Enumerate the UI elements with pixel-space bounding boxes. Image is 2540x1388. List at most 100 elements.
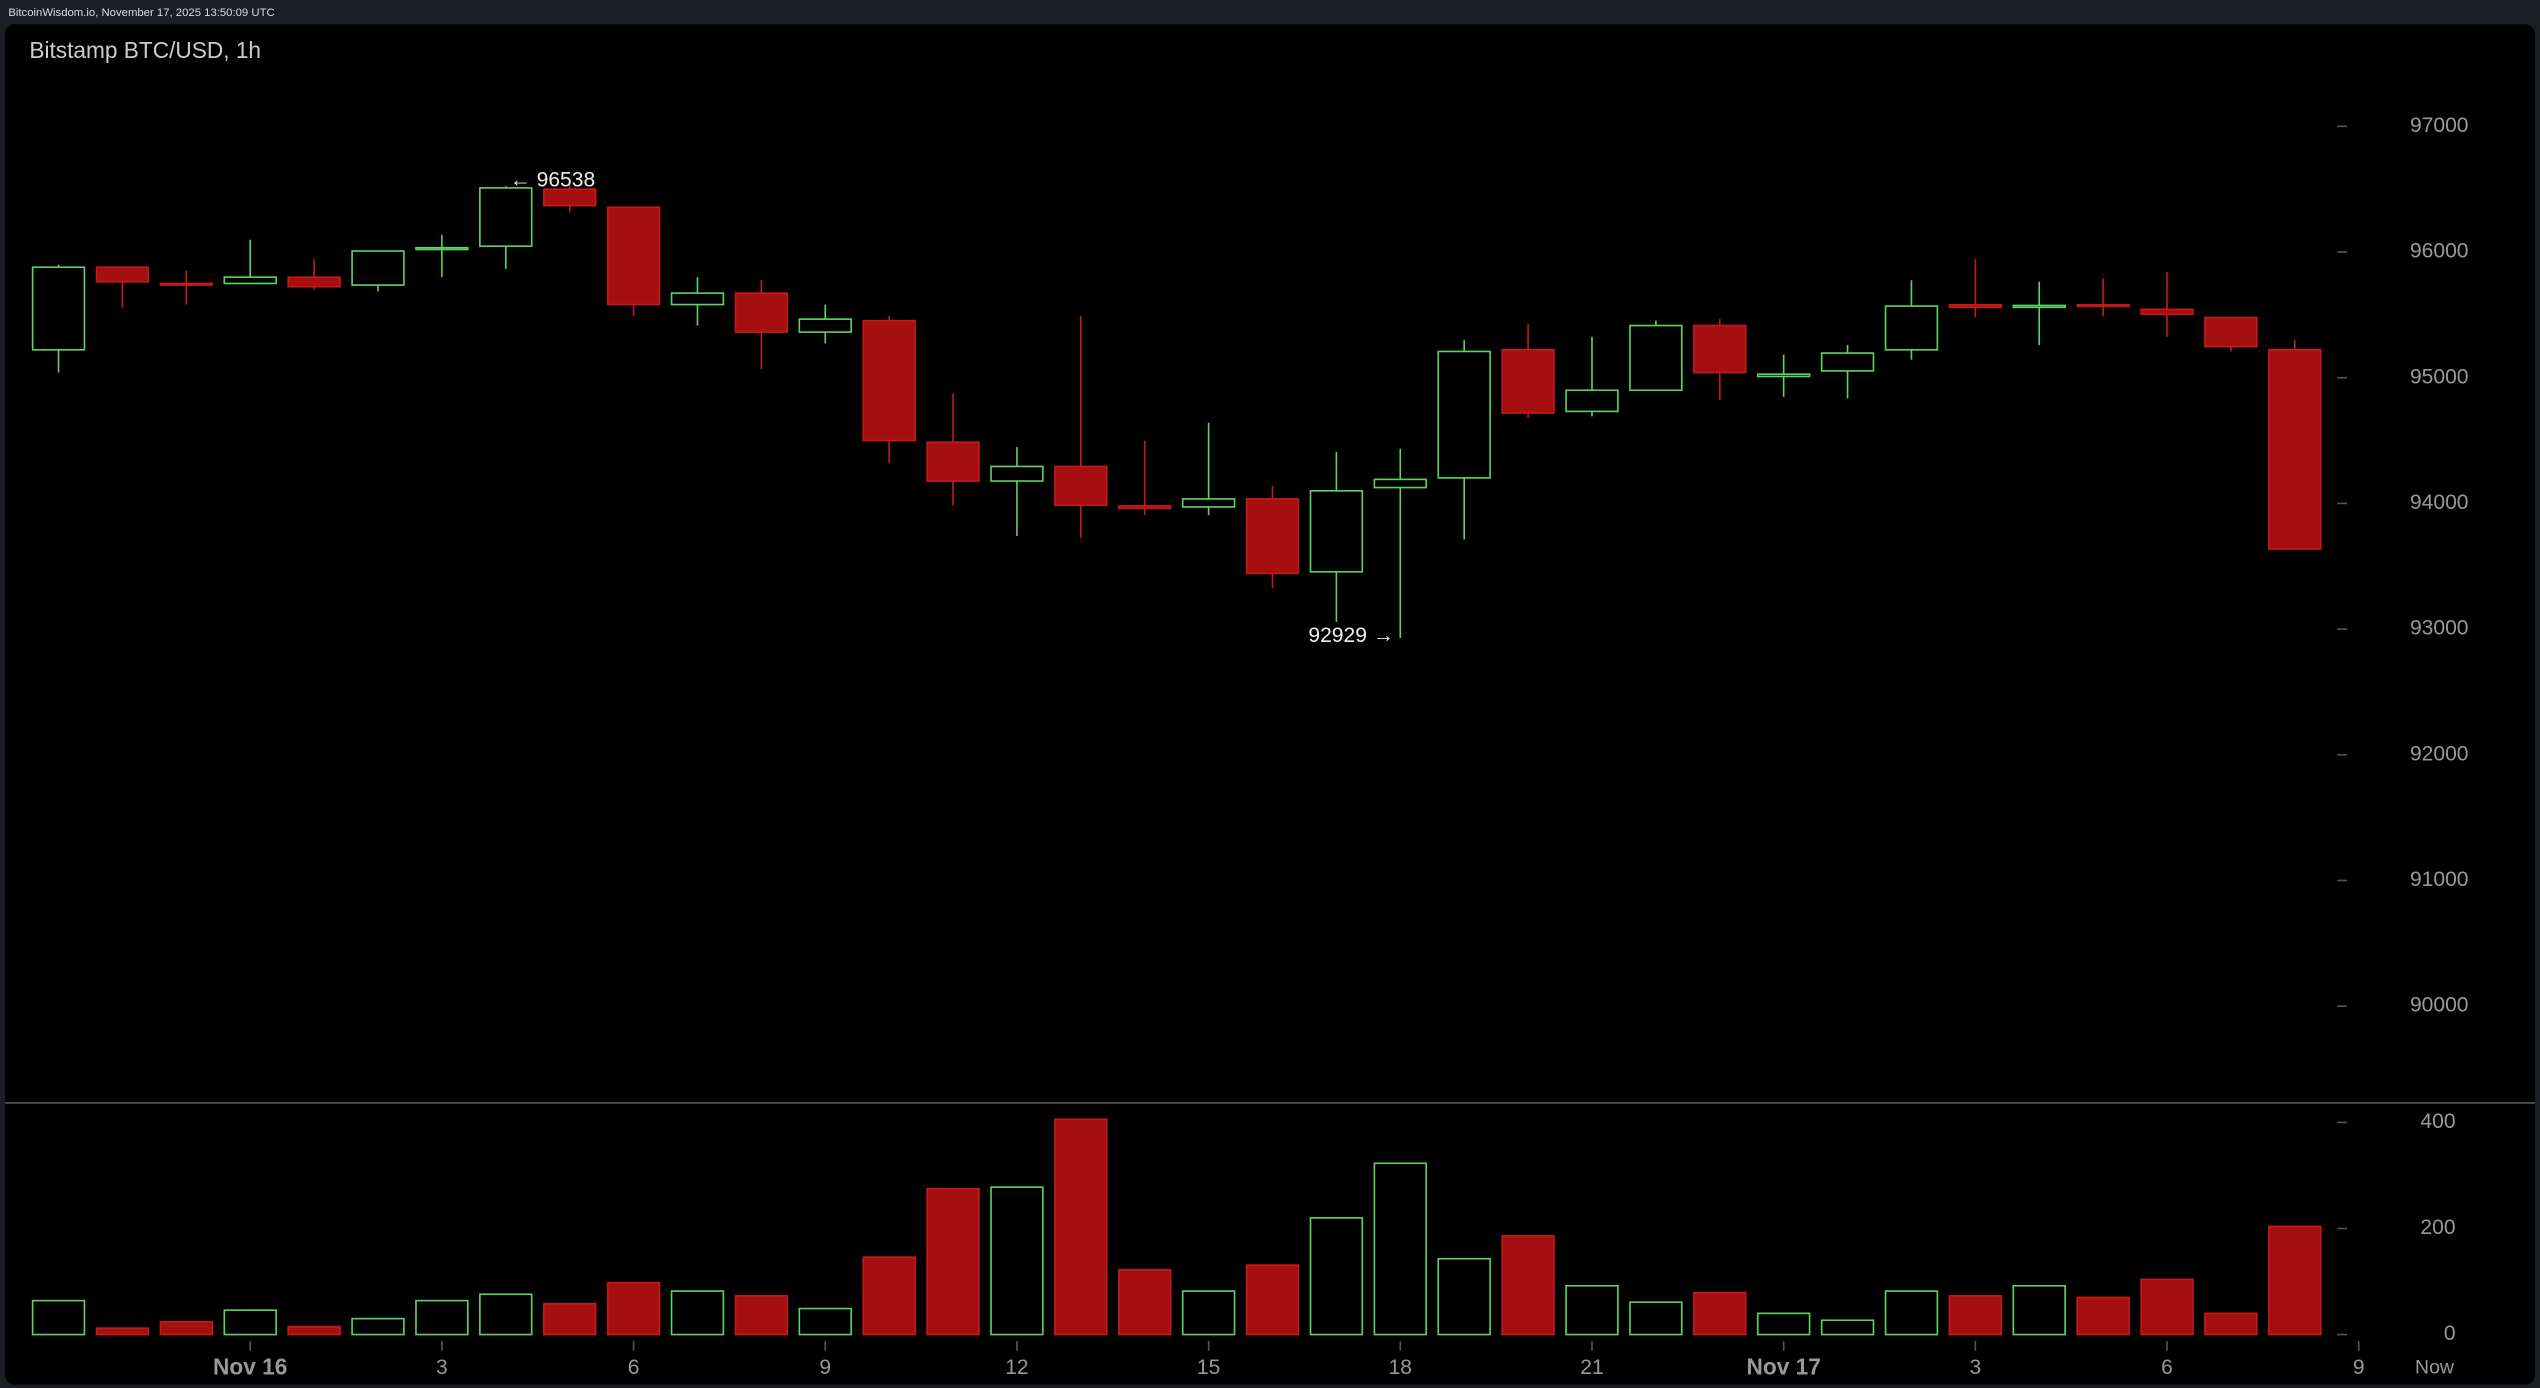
candle-body (1820, 352, 1875, 372)
candle-body (1629, 324, 1683, 392)
volume-bar (1565, 1284, 1619, 1336)
candle-body (287, 276, 341, 288)
y-tick-label: 91000 (2410, 868, 2469, 891)
y-tick-label: 95000 (2410, 365, 2469, 388)
volume-bar (1756, 1312, 1811, 1336)
y-tick-label: 94000 (2410, 491, 2469, 514)
y-tick-label: 96000 (2410, 240, 2469, 263)
candle-body (415, 246, 469, 251)
volume-bar (1629, 1301, 1683, 1336)
volume-bar (1884, 1290, 1939, 1336)
candle-body (990, 465, 1044, 482)
candle-body (1373, 478, 1428, 489)
candle-body (1309, 490, 1364, 573)
candle-body (2204, 316, 2258, 348)
candle-body (1884, 305, 1939, 351)
candle-body (862, 319, 916, 442)
volume-bar (95, 1327, 150, 1336)
candle-body (1437, 350, 1491, 479)
price-annotation: 92929 → (1308, 624, 1393, 647)
candle-body (2012, 304, 2066, 309)
volume-y-tick-label: 400 (2420, 1110, 2455, 1133)
x-tick-label: 3 (1969, 1356, 1981, 1379)
candle-body (1565, 389, 1619, 413)
volume-bar (670, 1290, 725, 1336)
volume-bar (415, 1299, 469, 1336)
volume-bar (2076, 1296, 2130, 1336)
candle-body (606, 206, 661, 306)
x-tick-label: 3 (436, 1356, 448, 1379)
volume-bar (926, 1187, 980, 1336)
volume-bar (606, 1281, 661, 1336)
candle-body (670, 292, 725, 306)
candle-body (1948, 304, 2003, 309)
volume-bar (1054, 1118, 1108, 1336)
x-tick-label: 18 (1389, 1356, 1412, 1379)
candle-body (159, 282, 214, 286)
volume-y-tick-label: 200 (2420, 1216, 2455, 1239)
price-annotation: ← 96538 (510, 169, 595, 192)
volume-bar (1181, 1290, 1236, 1336)
x-tick-label: Nov 16 (213, 1354, 287, 1380)
x-tick-label: 9 (2353, 1356, 2365, 1379)
candle-body (926, 441, 980, 482)
volume-bar (542, 1302, 597, 1336)
volume-bar (1437, 1257, 1491, 1336)
x-tick-label: 12 (1005, 1356, 1028, 1379)
candle-body (1118, 505, 1172, 510)
volume-bar (479, 1293, 533, 1336)
candle-body (1693, 324, 1747, 374)
candle-body (1501, 348, 1555, 414)
candle-body (2140, 308, 2194, 316)
volume-y-tick-label: 0 (2444, 1322, 2456, 1345)
candle-body (1181, 498, 1236, 508)
candle-body (798, 318, 852, 333)
volume-bar (351, 1317, 405, 1336)
volume-bar (287, 1325, 341, 1336)
volume-bar (1373, 1162, 1428, 1336)
candle-body (223, 276, 277, 285)
volume-bar (159, 1321, 214, 1336)
chart-panel (5, 24, 2535, 1385)
candle-body (479, 187, 533, 248)
volume-bar (223, 1309, 277, 1336)
volume-bar (2012, 1284, 2066, 1336)
volume-bar (1820, 1319, 1875, 1336)
x-tick-label: Now (2415, 1357, 2455, 1379)
candle-body (2076, 304, 2130, 308)
x-tick-label: 6 (2161, 1356, 2173, 1379)
volume-bar (862, 1256, 916, 1336)
chart-title: Bitstamp BTC/USD, 1h (29, 37, 261, 63)
candle-body (1756, 373, 1811, 378)
volume-bar (1693, 1291, 1747, 1336)
y-tick-label: 97000 (2410, 114, 2469, 137)
candle-body (351, 250, 405, 286)
candle-body (2268, 348, 2322, 550)
x-tick-label: Nov 17 (1747, 1354, 1821, 1380)
candle-body (1054, 465, 1108, 507)
volume-bar (1245, 1264, 1300, 1336)
volume-bar (798, 1307, 852, 1336)
candle-body (734, 292, 789, 333)
volume-bar (1309, 1217, 1364, 1336)
volume-bar (1118, 1269, 1172, 1336)
header: BitcoinWisdom.io, November 17, 2025 13:5… (8, 7, 274, 19)
y-tick-label: 90000 (2410, 994, 2469, 1017)
volume-bar (2268, 1225, 2322, 1336)
y-tick-label: 92000 (2410, 742, 2469, 765)
x-tick-label: 21 (1580, 1356, 1603, 1379)
volume-bar (734, 1295, 789, 1336)
x-tick-label: 15 (1197, 1356, 1220, 1379)
volume-bar (2140, 1278, 2194, 1336)
candle-body (95, 266, 150, 283)
candle-body (1245, 498, 1300, 575)
candle-body (31, 266, 86, 351)
volume-bar (990, 1186, 1044, 1336)
x-tick-label: 9 (819, 1356, 831, 1379)
y-tick-label: 93000 (2410, 617, 2469, 640)
volume-bar (2204, 1312, 2258, 1336)
volume-bar (31, 1299, 86, 1336)
candle-body (542, 188, 597, 207)
